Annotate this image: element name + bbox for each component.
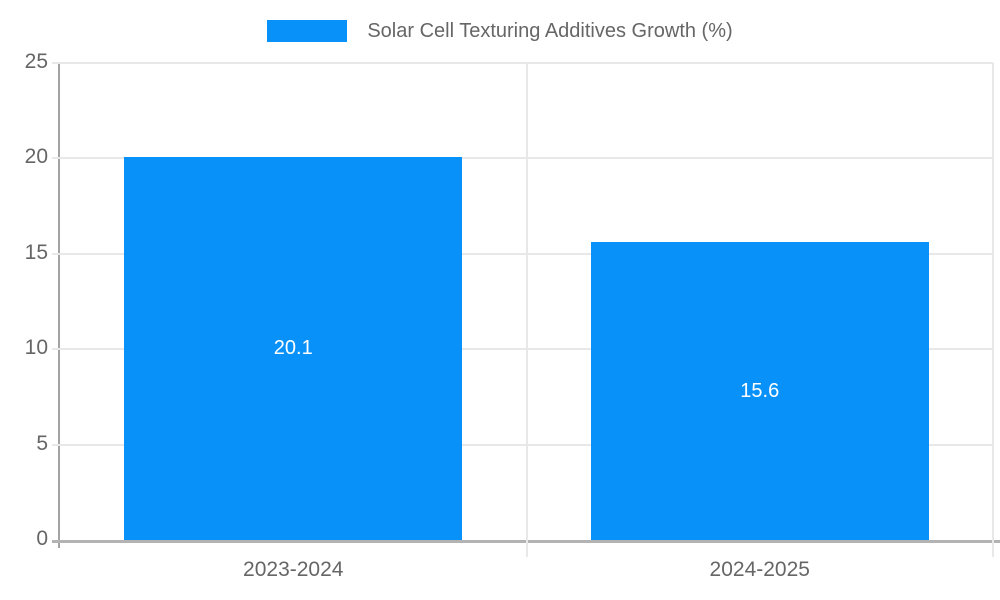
- chart-legend[interactable]: Solar Cell Texturing Additives Growth (%…: [0, 18, 1000, 44]
- y-tick-label: 25: [24, 50, 48, 73]
- bar-value-label: 15.6: [740, 379, 780, 402]
- gridline: [52, 157, 993, 160]
- legend-label: Solar Cell Texturing Additives Growth (%…: [367, 20, 733, 42]
- gridline: [52, 62, 993, 64]
- bar-2023-2024[interactable]: 20.1: [124, 156, 463, 540]
- legend-swatch-icon: [267, 20, 348, 42]
- x-tick-label: 2023-2024: [243, 558, 344, 581]
- y-tick-label: 20: [24, 145, 48, 169]
- y-tick-label: 5: [36, 431, 48, 455]
- gridline: [52, 443, 993, 446]
- plot-area: 0 5 10 15 20 25 20.1 2023-2024 15.6 2024-2025: [25, 50, 1000, 581]
- bar-value-label: 20.1: [273, 336, 313, 359]
- gridline: [52, 252, 993, 255]
- category-divider-line: [992, 63, 994, 557]
- bar-2024-2025[interactable]: 15.6: [590, 242, 929, 540]
- y-axis-line: [58, 63, 60, 548]
- category-divider-line: [525, 63, 528, 557]
- y-tick-label: 0: [36, 527, 48, 550]
- gridline: [52, 348, 993, 351]
- x-tick-label: 2024-2025: [709, 558, 810, 581]
- y-tick-label: 10: [24, 336, 48, 360]
- y-tick-label: 15: [24, 240, 48, 264]
